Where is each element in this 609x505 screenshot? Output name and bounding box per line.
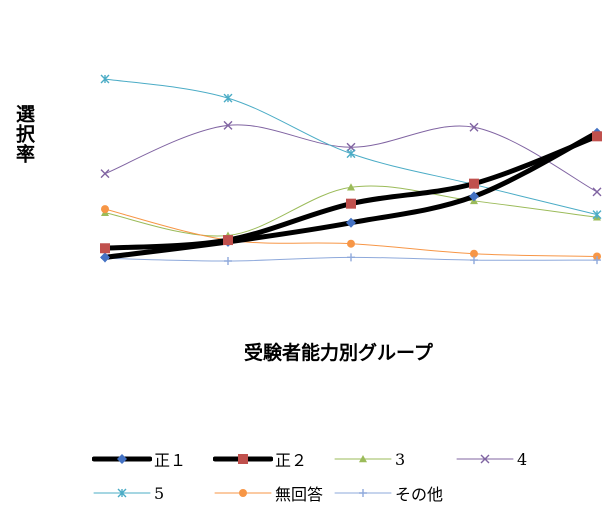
legend-swatch-3 xyxy=(456,454,514,464)
data-point-6-4 xyxy=(593,256,601,265)
data-point-1-2 xyxy=(346,198,356,209)
data-point-3-0 xyxy=(100,169,110,179)
data-point-5-0 xyxy=(101,205,109,214)
legend-item-0: 正１ xyxy=(92,448,186,470)
legend-item-6: その他 xyxy=(333,482,443,504)
legend-label-2: 3 xyxy=(395,449,406,469)
legend-swatch-0 xyxy=(92,454,152,464)
legend-swatch-5 xyxy=(214,489,272,497)
data-point-1-0 xyxy=(100,243,110,254)
legend-swatch-2 xyxy=(334,455,392,463)
data-point-6-1 xyxy=(224,257,232,265)
legend: 正１ 正２ 3 4 5 無回答 その他 xyxy=(0,440,609,504)
data-point-3-2 xyxy=(346,142,356,152)
legend-label-3: 4 xyxy=(517,449,528,469)
data-point-6-2 xyxy=(347,253,355,262)
data-point-6-3 xyxy=(470,256,478,265)
series-line-3 xyxy=(104,124,598,193)
data-point-1-1 xyxy=(223,235,233,246)
data-point-3-1 xyxy=(223,120,233,130)
data-point-2-2 xyxy=(347,183,355,191)
data-point-5-3 xyxy=(470,249,478,258)
legend-item-4: 5 xyxy=(92,482,164,504)
series-line-2 xyxy=(104,185,598,237)
legend-item-2: 3 xyxy=(333,448,405,470)
data-point-4-1 xyxy=(223,93,233,103)
data-point-1-4 xyxy=(592,131,602,142)
legend-label-5: 無回答 xyxy=(275,485,324,504)
data-point-5-2 xyxy=(347,239,355,248)
legend-swatch-1 xyxy=(213,454,273,464)
data-point-3-3 xyxy=(469,122,479,132)
y-axis-label: 選択率 xyxy=(13,104,35,164)
legend-item-1: 正２ xyxy=(213,448,307,470)
legend-item-5: 無回答 xyxy=(213,482,323,504)
data-point-0-0 xyxy=(100,252,110,263)
data-point-1-3 xyxy=(469,178,479,189)
data-point-4-2 xyxy=(346,149,356,159)
legend-label-1: 正２ xyxy=(275,451,308,470)
data-point-0-2 xyxy=(346,217,356,228)
data-point-4-0 xyxy=(100,74,110,84)
legend-label-6: その他 xyxy=(395,485,444,504)
data-point-4-4 xyxy=(592,210,602,220)
line-chart xyxy=(100,74,602,265)
legend-swatch-4 xyxy=(93,488,151,498)
legend-item-3: 4 xyxy=(455,448,527,470)
legend-label-0: 正１ xyxy=(154,451,187,470)
legend-label-4: 5 xyxy=(154,483,165,503)
data-point-3-4 xyxy=(592,187,602,197)
data-point-0-3 xyxy=(469,191,479,202)
x-axis-label: 受験者能力別グループ xyxy=(244,342,433,364)
legend-swatch-6 xyxy=(334,489,392,497)
